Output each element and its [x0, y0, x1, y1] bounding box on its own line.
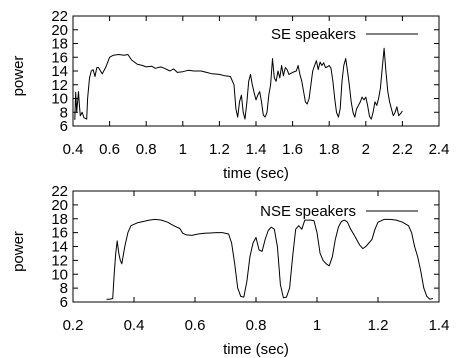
x-tick-label: 0.8 [136, 141, 157, 158]
y-axis-label: power [10, 56, 27, 97]
chart-se-speakers: 0.4 0.6 0.8 1 1.2 1.4 1.6 1.8 2 2.2 2.4 68101214161… [10, 8, 449, 182]
legend-label: NSE speakers [260, 203, 356, 220]
legend-label: SE speakers [271, 26, 356, 43]
y-tick-label: 10 [51, 91, 68, 108]
y-tick-label: 14 [51, 239, 68, 256]
x-tick-label: 1 [179, 141, 187, 158]
x-tick-label: 2.4 [429, 141, 450, 158]
y-tick-label: 22 [51, 183, 68, 200]
y-tick-label: 12 [51, 77, 68, 94]
plot-frame [72, 15, 440, 127]
x-tick-label: 0.6 [99, 141, 120, 158]
y-tick-label: 14 [51, 63, 68, 80]
x-axis-label: time (sec) [223, 341, 289, 358]
x-tick-label: 2 [362, 141, 370, 158]
x-tick-label: 1.4 [246, 141, 267, 158]
x-tick-label: 1.4 [429, 317, 450, 334]
plot-frame [72, 190, 440, 303]
series-line [74, 47, 403, 120]
x-tick-label: 0.8 [246, 317, 267, 334]
x-tick-label: 1.6 [282, 141, 303, 158]
y-tick-label: 8 [60, 280, 68, 297]
x-tick-label: 0.6 [185, 317, 206, 334]
x-tick-label: 0.4 [124, 317, 145, 334]
y-tick-label: 22 [51, 8, 68, 25]
y-tick-label: 10 [51, 266, 68, 283]
x-tick-label: 1.2 [209, 141, 230, 158]
y-tick-label: 8 [60, 104, 68, 121]
y-tick-label: 16 [51, 49, 68, 66]
y-tick-label: 20 [51, 22, 68, 39]
y-tick-label: 20 [51, 197, 68, 214]
y-tick-label: 18 [51, 211, 68, 228]
x-tick-label: 1.2 [368, 317, 389, 334]
series-line [106, 218, 434, 300]
x-tick-label: 0.4 [63, 141, 84, 158]
x-tick-label: 0.2 [63, 317, 84, 334]
y-tick-label: 16 [51, 225, 68, 242]
y-tick-label: 12 [51, 252, 68, 269]
x-tick-label: 1 [313, 317, 321, 334]
y-axis-label: power [10, 231, 27, 272]
y-tick-label: 6 [60, 118, 68, 135]
x-tick-label: 1.8 [319, 141, 340, 158]
x-axis-label: time (sec) [223, 165, 289, 182]
x-tick-label: 2.2 [392, 141, 413, 158]
y-tick-label: 6 [60, 294, 68, 311]
y-tick-label: 18 [51, 36, 68, 53]
